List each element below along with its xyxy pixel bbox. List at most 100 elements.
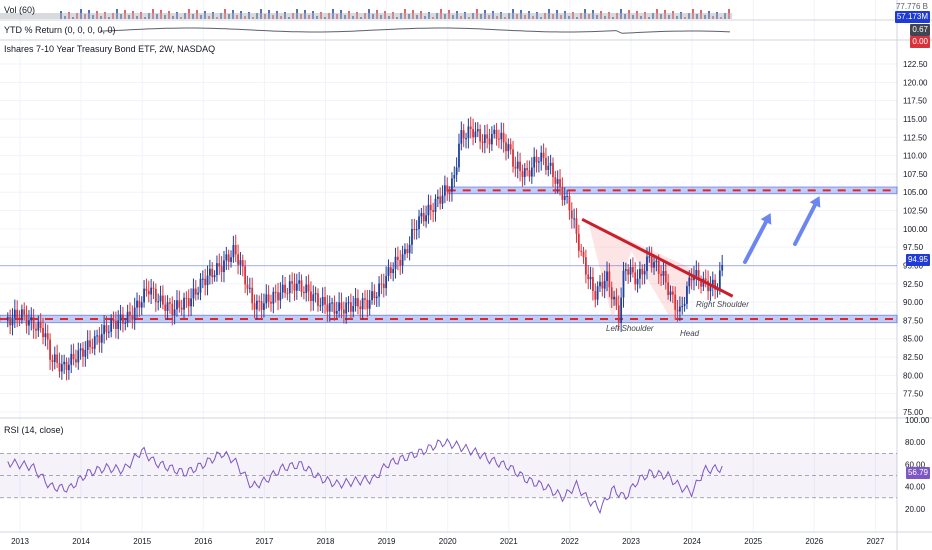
candle-body <box>526 168 529 171</box>
candle-body <box>352 305 355 312</box>
volume-value-badge: 57.173M <box>894 11 930 23</box>
candle-body <box>190 298 192 307</box>
candle-body <box>93 336 96 349</box>
candle-body <box>606 271 608 281</box>
candle-body <box>335 311 338 314</box>
candle-body <box>169 302 171 304</box>
price-tick-label: 85.00 <box>903 335 924 344</box>
candle-body <box>570 210 573 219</box>
candle-body <box>154 288 157 302</box>
candle-body <box>143 288 145 303</box>
candle-body <box>86 340 89 350</box>
candle-body <box>415 229 418 231</box>
candle-body <box>714 279 717 290</box>
candle-body <box>655 260 658 263</box>
candle-body <box>213 275 216 278</box>
candle-body <box>639 268 641 279</box>
candle-body <box>140 302 143 308</box>
candle-body <box>688 277 691 287</box>
candle-body <box>371 291 373 301</box>
x-tick-label: 2021 <box>500 537 518 546</box>
candle-body <box>528 170 531 177</box>
candle-body <box>575 218 578 234</box>
candle-body <box>521 171 524 177</box>
candle-body <box>413 229 416 231</box>
rsi-label: RSI (14, close) <box>4 425 64 435</box>
candle-body <box>82 348 84 357</box>
candle-body <box>114 321 117 329</box>
price-tick-label: 97.50 <box>903 243 924 252</box>
candle-body <box>502 132 505 143</box>
candle-body <box>216 263 218 276</box>
candle-body <box>345 302 348 314</box>
candle-body <box>324 296 326 305</box>
price-tick-label: 115.00 <box>903 115 927 124</box>
candle-body <box>559 179 561 188</box>
candle-body <box>601 281 604 289</box>
price-tick-label: 80.00 <box>903 371 924 380</box>
candle-body <box>643 271 646 275</box>
candle-body <box>399 259 402 266</box>
candle-body <box>267 294 270 302</box>
candle-body <box>286 292 289 294</box>
candle-body <box>486 134 489 139</box>
candle-body <box>462 130 465 139</box>
candle-body <box>317 293 319 306</box>
candle-body <box>568 195 571 211</box>
candle-body <box>138 300 141 308</box>
x-tick-label: 2017 <box>256 537 274 546</box>
candle-body <box>474 131 477 138</box>
candle-body <box>493 129 496 134</box>
ytd-value-badge: 0.67 <box>910 24 930 36</box>
candle-body <box>16 309 19 318</box>
candle-body <box>32 317 35 329</box>
left-shoulder-label: Left Shoulder <box>606 324 654 333</box>
candle-body <box>237 254 239 265</box>
candle-body <box>669 291 672 296</box>
candle-body <box>514 166 517 169</box>
candle-body <box>300 280 303 292</box>
last-price-badge: 94.95 <box>905 254 930 266</box>
candle-body <box>239 260 242 265</box>
candle-body <box>505 142 507 152</box>
candle-body <box>361 298 364 310</box>
candle-body <box>608 271 611 288</box>
candle-body <box>704 278 707 281</box>
candle-body <box>270 301 272 304</box>
candle-body <box>185 297 188 299</box>
candle-body <box>232 244 235 258</box>
candle-body <box>629 267 632 275</box>
rsi-tick-label: 80.00 <box>905 438 926 447</box>
candle-body <box>375 296 378 299</box>
candle-body <box>227 254 230 262</box>
candle-body <box>225 254 228 261</box>
candle-body <box>107 331 110 333</box>
candle-body <box>58 362 61 372</box>
price-tick-label: 112.50 <box>903 133 927 142</box>
candle-body <box>547 165 550 170</box>
candle-body <box>439 196 442 204</box>
candle-body <box>507 144 510 152</box>
candle-body <box>100 334 103 343</box>
candle-body <box>312 294 315 302</box>
candle-body <box>540 152 543 162</box>
candle-body <box>636 278 639 285</box>
candle-body <box>246 284 249 289</box>
candle-body <box>700 280 702 287</box>
candle-body <box>561 187 564 200</box>
candle-body <box>657 260 660 274</box>
candle-body <box>500 132 503 140</box>
candle-body <box>408 244 411 254</box>
candle-body <box>406 249 409 254</box>
candle-body <box>603 280 606 289</box>
ytd-line <box>99 27 731 34</box>
candle-body <box>281 284 284 293</box>
x-tick-label: 2016 <box>194 537 212 546</box>
x-tick-label: 2020 <box>439 537 457 546</box>
candle-body <box>307 284 310 292</box>
candle-body <box>305 284 308 294</box>
candle-body <box>338 302 341 312</box>
candle-body <box>178 300 181 308</box>
candle-body <box>465 138 467 140</box>
candle-body <box>624 269 627 271</box>
